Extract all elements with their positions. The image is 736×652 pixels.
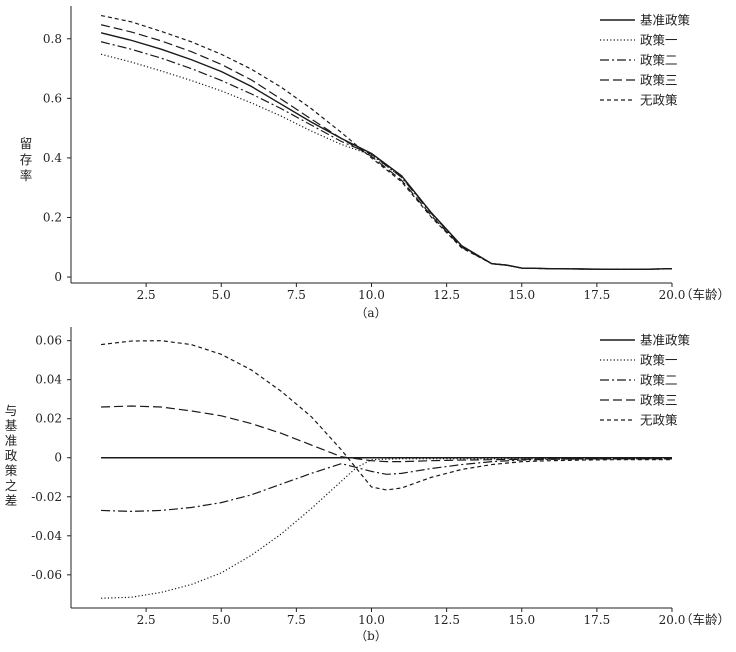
- panel-a-y-tick-label: 0.6: [43, 91, 62, 105]
- panel-a-x-tick-label: 5.0: [212, 288, 231, 302]
- panel-b-y-label-char-1: 与: [5, 403, 18, 418]
- panel-a-legend-label-5: 无政策: [640, 93, 678, 108]
- panel-b-x-label: （车龄）: [680, 612, 730, 627]
- panel-b-x-tick-label: 2.5: [137, 613, 156, 627]
- panel-b-series-line-2: [101, 458, 672, 599]
- panel-a-series-line-1: [100, 32, 673, 270]
- panel-a-caption: （a）: [355, 306, 386, 320]
- panel-b-y-tick-label: -0.06: [31, 568, 62, 582]
- panel-a-x-label: （车龄）: [680, 287, 730, 302]
- panel-b-ticks: 2.5 5.0 7.5 10.0 12.5 15.0 17.5 20.0 -0.06 -0.04 -…: [31, 334, 685, 627]
- panel-b-x-tick-label: 10.0: [358, 613, 385, 627]
- panel-b-legend-label-1: 基准政策: [640, 333, 691, 348]
- panel-a-x-tick-label: 7.5: [287, 288, 306, 302]
- panel-b-caption: （b）: [355, 629, 387, 643]
- panel-b-series-line-3: [101, 458, 672, 513]
- panel-b-y-tick-label: -0.02: [31, 490, 62, 504]
- panel-b-y-label-char-2: 基: [5, 418, 18, 433]
- panel-b-x-tick-label: 7.5: [287, 613, 306, 627]
- panel-a-y-label-char-2: 存: [20, 152, 33, 167]
- panel-b-x-tick-label: 17.5: [584, 613, 611, 627]
- panel-a-legend-label-2: 政策一: [640, 33, 678, 48]
- panel-a-series-line-4: [100, 24, 673, 270]
- panel-b-y-label-char-6: 之: [5, 478, 18, 493]
- panel-b-x-tick-label: 15.0: [508, 613, 535, 627]
- panel-a: 2.5 5.0 7.5 10.0 12.5 15.0 17.5 20.0 0 0.2 0.4 0.6 0…: [20, 6, 730, 320]
- panel-a-y-tick-label: 0: [54, 270, 62, 284]
- panel-a-x-tick-label: 2.5: [137, 288, 156, 302]
- panel-a-legend-label-3: 政策二: [640, 53, 678, 68]
- panel-a-series-group: [100, 14, 673, 270]
- panel-b-series-line-4: [101, 405, 672, 463]
- panel-b-y-label-char-5: 策: [5, 463, 18, 478]
- panel-a-ticks: 2.5 5.0 7.5 10.0 12.5 15.0 17.5 20.0 0 0.2 0.4 0.6 0…: [43, 32, 685, 302]
- panel-a-y-label-char-1: 留: [20, 136, 33, 151]
- panel-a-legend-label-4: 政策三: [640, 73, 678, 88]
- panel-b-y-label-char-7: 差: [5, 493, 18, 508]
- panel-a-x-tick-label: 12.5: [433, 288, 460, 302]
- panel-a-y-label-char-3: 率: [20, 168, 33, 183]
- panel-b-y-label-char-4: 政: [5, 448, 18, 463]
- panel-a-x-tick-label: 10.0: [358, 288, 385, 302]
- panel-a-legend-label-1: 基准政策: [640, 13, 691, 28]
- panel-b-series-group: [100, 340, 672, 599]
- panel-a-series-line-5: [100, 14, 673, 270]
- panel-b-y-tick-label: 0: [54, 451, 62, 465]
- panel-a-series-line-2: [100, 53, 673, 270]
- panel-b-x-tick-label: 5.0: [212, 613, 231, 627]
- panel-b: 2.5 5.0 7.5 10.0 12.5 15.0 17.5 20.0 -0.06 -0.04 -…: [5, 327, 730, 643]
- panel-b-y-tick-label: -0.04: [31, 529, 62, 543]
- panel-b-legend-label-3: 政策二: [640, 373, 678, 388]
- panel-b-legend-label-2: 政策一: [640, 353, 678, 368]
- panel-b-series-line-5: [100, 340, 672, 491]
- panel-a-y-tick-label: 0.2: [43, 210, 62, 224]
- panel-b-y-tick-label: 0.04: [35, 373, 62, 387]
- panel-a-y-tick-label: 0.8: [43, 32, 62, 46]
- panel-b-y-tick-label: 0.02: [35, 412, 62, 426]
- panel-a-series-line-3: [100, 41, 673, 270]
- panel-b-x-tick-label: 12.5: [433, 613, 460, 627]
- panel-a-x-tick-label: 17.5: [584, 288, 611, 302]
- panel-a-y-tick-label: 0.4: [43, 151, 62, 165]
- panel-a-x-tick-label: 20.0: [659, 288, 686, 302]
- panel-b-legend-label-4: 政策三: [640, 393, 678, 408]
- panel-b-x-tick-label: 20.0: [659, 613, 686, 627]
- panel-b-y-label-char-3: 准: [5, 433, 18, 448]
- panel-a-x-tick-label: 15.0: [508, 288, 535, 302]
- panel-b-y-tick-label: 0.06: [35, 334, 62, 348]
- panel-b-legend-label-5: 无政策: [640, 413, 678, 428]
